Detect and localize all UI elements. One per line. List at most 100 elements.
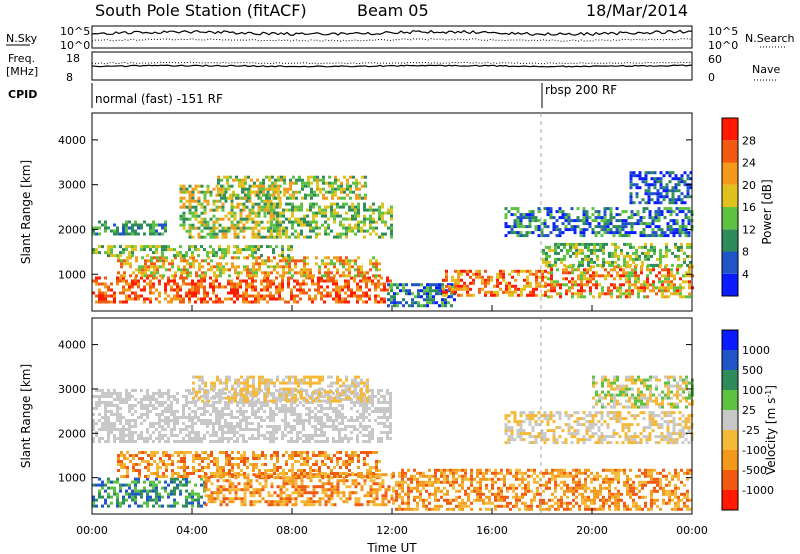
heat-cell xyxy=(231,466,234,469)
heat-cell xyxy=(317,288,320,292)
heat-cell xyxy=(179,190,183,194)
heat-cell xyxy=(455,498,458,502)
heat-cell xyxy=(643,289,646,293)
heat-cell xyxy=(293,279,296,283)
heat-cell xyxy=(309,205,312,209)
heat-cell xyxy=(653,186,657,190)
heat-cell xyxy=(447,283,450,287)
heat-cell xyxy=(534,228,538,232)
heat-cell xyxy=(582,228,586,232)
heat-cell xyxy=(291,463,294,466)
heat-cell xyxy=(294,229,297,233)
heat-cell xyxy=(563,501,566,505)
heat-cell xyxy=(374,297,377,301)
heat-cell xyxy=(207,457,210,460)
heat-cell xyxy=(201,259,204,263)
heat-cell xyxy=(381,485,385,489)
heat-cell xyxy=(200,235,204,239)
heat-cell xyxy=(644,468,647,472)
heat-cell xyxy=(117,460,120,463)
heat-cell xyxy=(191,291,194,295)
heat-cell xyxy=(494,507,497,511)
heat-cell xyxy=(545,480,548,484)
heat-cell xyxy=(539,504,542,508)
heat-cell xyxy=(558,231,562,235)
heat-cell xyxy=(294,503,298,507)
heat-cell xyxy=(191,205,195,209)
heat-cell xyxy=(261,463,264,466)
heat-cell xyxy=(324,500,328,504)
heat-cell xyxy=(661,274,664,278)
heat-cell xyxy=(226,181,229,185)
heat-cell xyxy=(291,485,295,489)
heat-cell xyxy=(323,300,326,304)
heat-cell xyxy=(675,207,679,211)
heat-cell xyxy=(636,219,640,223)
heat-cell xyxy=(537,219,541,223)
heat-cell xyxy=(206,300,209,304)
heat-cell xyxy=(509,507,512,511)
heat-cell xyxy=(95,276,98,280)
heat-cell xyxy=(270,217,273,221)
heat-cell xyxy=(401,507,404,511)
heat-cell xyxy=(613,283,616,287)
heat-cell xyxy=(363,457,366,460)
heat-cell xyxy=(146,223,149,227)
heat-cell xyxy=(300,485,304,489)
heat-cell xyxy=(437,468,440,472)
heat-cell xyxy=(435,292,438,296)
heat-cell xyxy=(469,275,472,279)
heat-cell xyxy=(207,256,210,260)
heat-cell xyxy=(502,275,505,279)
heat-cell xyxy=(170,279,173,283)
heat-cell xyxy=(320,285,323,289)
heat-cell xyxy=(605,468,608,472)
heat-cell xyxy=(524,486,527,490)
heat-cell xyxy=(659,480,662,484)
heat-cell xyxy=(330,497,334,501)
heat-cell xyxy=(231,488,235,492)
heat-cell xyxy=(321,482,325,486)
heat-cell xyxy=(324,220,327,224)
heat-cell xyxy=(363,214,366,218)
heat-cell xyxy=(248,199,252,203)
heat-cell xyxy=(276,271,279,275)
heat-cell xyxy=(183,259,186,263)
heat-cell xyxy=(291,223,294,227)
heat-cell xyxy=(343,196,346,200)
heat-cell xyxy=(330,229,333,233)
heat-cell xyxy=(303,214,306,218)
heat-cell xyxy=(435,301,438,305)
heat-cell xyxy=(299,285,302,289)
heat-cell xyxy=(665,263,668,267)
heat-cell xyxy=(222,265,225,269)
heat-cell xyxy=(299,288,302,292)
heat-cell xyxy=(161,254,164,258)
heat-cell xyxy=(137,492,140,496)
heat-cell xyxy=(134,489,137,493)
heat-cell xyxy=(578,251,581,255)
heat-cell xyxy=(354,274,357,278)
colorbar-tick: 8 xyxy=(742,246,749,259)
heat-cell xyxy=(352,181,355,185)
heat-cell xyxy=(606,219,610,223)
heat-cell xyxy=(228,491,232,495)
heat-cell xyxy=(170,297,173,301)
heat-cell xyxy=(204,503,208,507)
heat-cell xyxy=(274,187,277,191)
heat-cell xyxy=(599,242,602,246)
heat-cell xyxy=(375,208,378,212)
heat-cell xyxy=(110,248,113,252)
heat-cell xyxy=(575,251,578,255)
heat-cell xyxy=(482,501,485,505)
heat-cell xyxy=(204,482,208,486)
heat-cell xyxy=(333,485,337,489)
heat-cell xyxy=(688,292,691,296)
heat-cell xyxy=(358,181,361,185)
heat-cell xyxy=(203,223,207,227)
heat-cell xyxy=(161,223,164,227)
heat-cell xyxy=(209,285,212,289)
heat-cell xyxy=(255,473,259,477)
heat-cell xyxy=(543,225,547,229)
heat-cell xyxy=(571,292,574,296)
